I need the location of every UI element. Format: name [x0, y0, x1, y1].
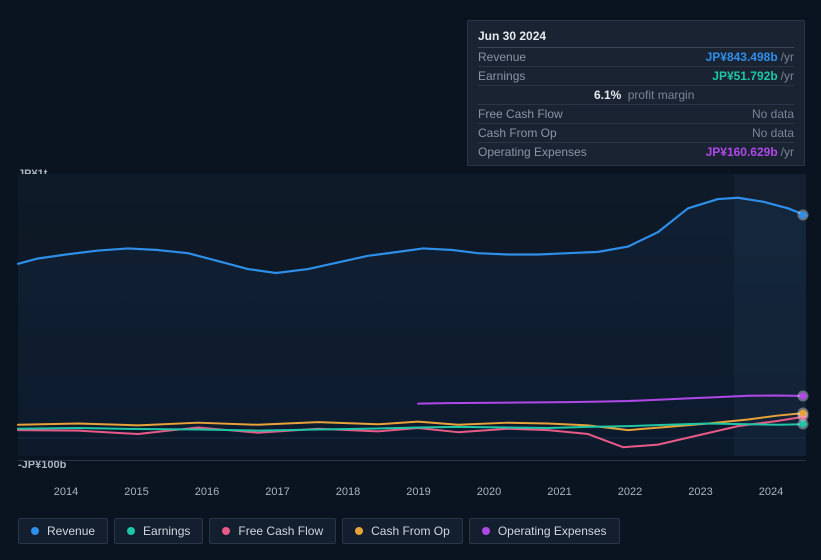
tooltip-profit-margin: 6.1% profit margin	[478, 86, 794, 105]
legend-dot-icon	[355, 527, 363, 535]
tooltip-row-label: Revenue	[478, 50, 526, 64]
tooltip-row-label: Operating Expenses	[478, 145, 587, 159]
series-end-dot	[800, 393, 807, 400]
legend: Revenue Earnings Free Cash Flow Cash From O…	[18, 518, 620, 544]
legend-dot-icon	[482, 527, 490, 535]
legend-label: Operating Expenses	[498, 524, 607, 538]
legend-dot-icon	[127, 527, 135, 535]
series-end-dot	[800, 421, 807, 428]
x-tick-label: 2021	[547, 486, 571, 498]
tooltip-row: Free Cash Flow No data	[478, 105, 794, 124]
series-end-dot	[800, 212, 807, 219]
chart-area: JP¥1tJP¥0-JP¥100b 2014201520162017201820…	[18, 160, 806, 480]
legend-dot-icon	[222, 527, 230, 535]
tooltip-date: Jun 30 2024	[478, 27, 794, 48]
tooltip-row: Cash From Op No data	[478, 124, 794, 143]
chart-svg	[18, 174, 806, 456]
tooltip-row-value: JP¥51.792b/yr	[712, 69, 794, 83]
x-tick-label: 2014	[54, 486, 78, 498]
x-tick-label: 2015	[124, 486, 148, 498]
legend-item[interactable]: Free Cash Flow	[209, 518, 336, 544]
series-end-dot	[800, 409, 807, 416]
x-tick-label: 2022	[618, 486, 642, 498]
legend-item[interactable]: Operating Expenses	[469, 518, 620, 544]
x-tick-label: 2019	[406, 486, 430, 498]
x-tick-label: 2018	[336, 486, 360, 498]
x-tick-label: 2016	[195, 486, 219, 498]
legend-label: Cash From Op	[371, 524, 450, 538]
tooltip-row-value: JP¥160.629b/yr	[706, 145, 794, 159]
x-tick-label: 2024	[759, 486, 783, 498]
tooltip-row: Operating Expenses JP¥160.629b/yr	[478, 143, 794, 161]
legend-label: Earnings	[143, 524, 190, 538]
x-tick-label: 2017	[265, 486, 289, 498]
legend-label: Revenue	[47, 524, 95, 538]
tooltip-row-value: No data	[752, 107, 794, 121]
tooltip-row-label: Cash From Op	[478, 126, 557, 140]
legend-item[interactable]: Earnings	[114, 518, 203, 544]
tooltip-row: Earnings JP¥51.792b/yr	[478, 67, 794, 86]
legend-dot-icon	[31, 527, 39, 535]
chart-plot[interactable]	[18, 174, 806, 456]
tooltip-row: Revenue JP¥843.498b/yr	[478, 48, 794, 67]
tooltip-panel: Jun 30 2024 Revenue JP¥843.498b/yr Earning…	[467, 20, 805, 166]
legend-label: Free Cash Flow	[238, 524, 323, 538]
tooltip-row-value: No data	[752, 126, 794, 140]
x-tick-label: 2020	[477, 486, 501, 498]
legend-item[interactable]: Revenue	[18, 518, 108, 544]
legend-item[interactable]: Cash From Op	[342, 518, 463, 544]
x-tick-label: 2023	[688, 486, 712, 498]
x-axis-line	[18, 460, 806, 461]
tooltip-rows: Revenue JP¥843.498b/yr Earnings JP¥51.792b/…	[478, 48, 794, 161]
tooltip-row-value: JP¥843.498b/yr	[706, 50, 794, 64]
tooltip-row-label: Free Cash Flow	[478, 107, 563, 121]
tooltip-row-label: Earnings	[478, 69, 525, 83]
